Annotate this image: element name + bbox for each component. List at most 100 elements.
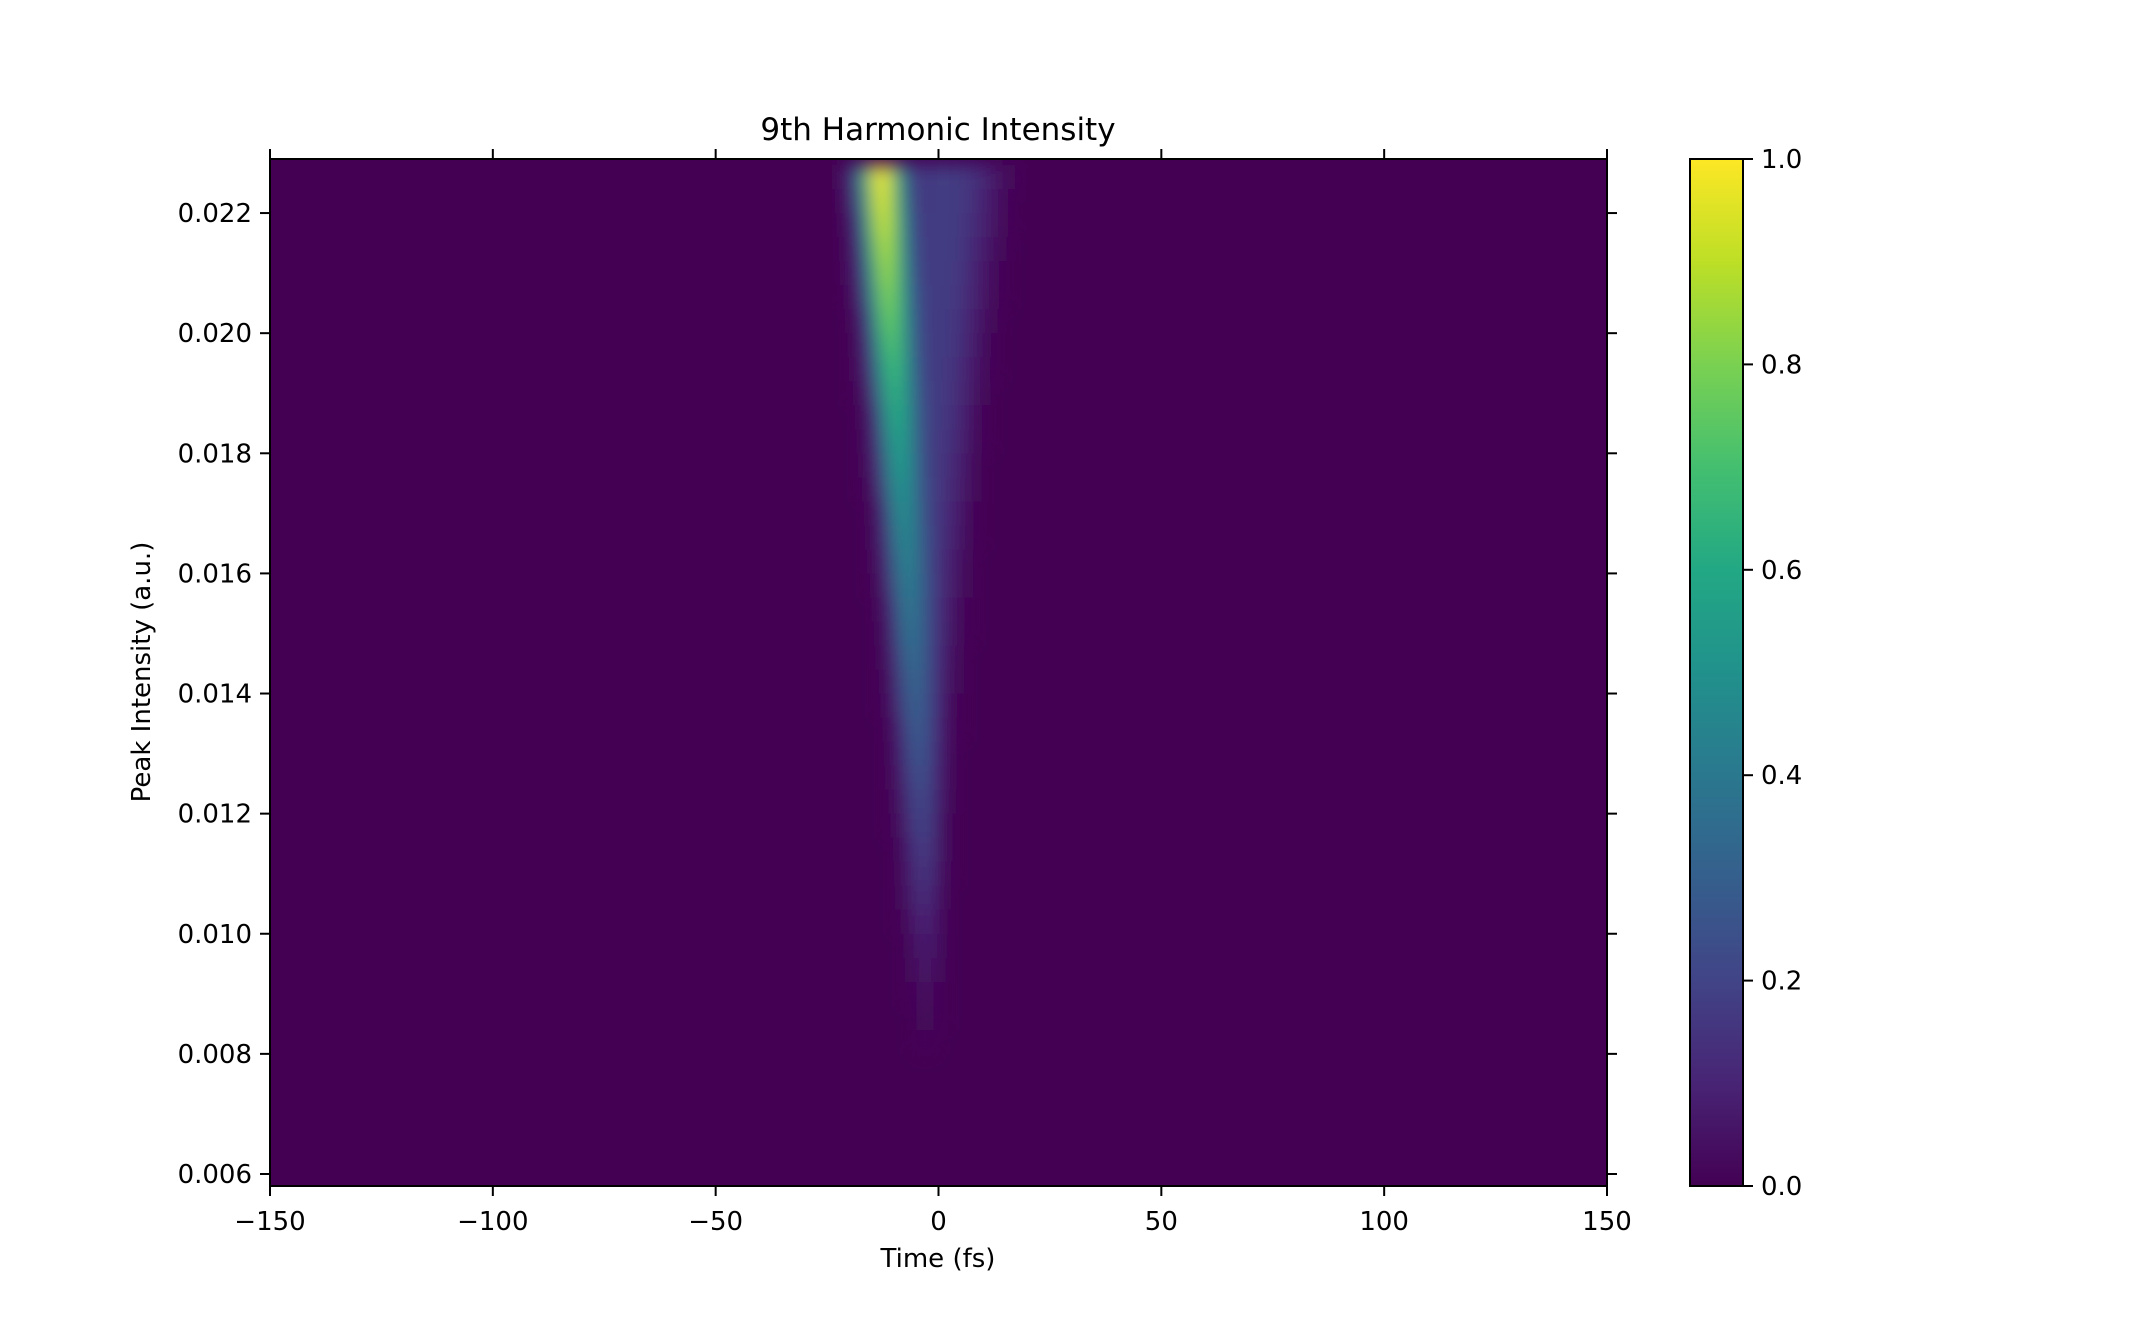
heatmap-cell xyxy=(925,333,935,358)
heatmap-cell xyxy=(934,765,944,791)
heatmap-cell xyxy=(916,789,926,815)
heatmap-cell xyxy=(942,477,953,502)
heatmap-cell xyxy=(844,165,855,190)
heatmap-cell xyxy=(916,933,926,959)
heatmap-cell xyxy=(942,765,953,791)
heatmap-cell xyxy=(880,309,891,334)
heatmap-cell xyxy=(916,429,926,454)
heatmap-cell xyxy=(925,165,935,190)
heatmap-cell xyxy=(951,429,962,454)
heatmap-cell xyxy=(934,261,944,286)
heatmap-cell xyxy=(925,837,935,863)
heatmap-cell xyxy=(916,621,926,647)
heatmap-cell xyxy=(907,213,917,238)
heatmap-cell xyxy=(907,693,917,719)
heatmap-cell xyxy=(862,357,873,382)
y-axis: 0.006 0.008 0.010 0.012 0.014 0.016 0.018 0.020… xyxy=(178,199,1617,1190)
heatmap-cell xyxy=(969,525,980,550)
heatmap-cell xyxy=(942,213,953,238)
y-tick-label: 0.008 xyxy=(178,1040,252,1070)
heatmap-cell xyxy=(951,189,962,214)
heatmap-cell xyxy=(889,237,899,262)
heatmap-cell xyxy=(960,333,971,358)
heatmap-cell xyxy=(934,861,944,887)
heatmap-cell xyxy=(889,429,899,454)
heatmap-cell xyxy=(969,189,980,214)
heatmap-cell xyxy=(862,165,873,190)
heatmap-cell xyxy=(836,189,846,214)
heatmap-cell xyxy=(898,477,908,502)
heatmap-cell xyxy=(889,213,899,238)
heatmap-cell xyxy=(934,429,944,454)
heatmap-cell xyxy=(907,357,917,382)
heatmap-cell xyxy=(951,213,962,238)
heatmap-cell xyxy=(925,429,935,454)
heatmap-cell xyxy=(960,525,971,550)
heatmap-cell xyxy=(942,429,953,454)
x-tick-label: −50 xyxy=(688,1207,743,1237)
heatmap-cell xyxy=(925,213,935,238)
heatmap-cell xyxy=(898,261,908,286)
heatmap-cell xyxy=(951,285,962,310)
colorbar-ticks: 0.0 0.2 0.4 0.6 0.8 1.0 xyxy=(1743,145,1802,1202)
heatmap-cell xyxy=(880,285,891,310)
heatmap-cell xyxy=(898,213,908,238)
heatmap-cell xyxy=(889,357,899,382)
heatmap-cell xyxy=(907,789,917,815)
heatmap-cell xyxy=(889,645,899,671)
heatmap-cell xyxy=(898,501,908,526)
y-axis-label: Peak Intensity (a.u.) xyxy=(127,542,157,803)
heatmap-cell xyxy=(925,669,935,695)
heatmap-cell xyxy=(916,357,926,382)
heatmap-cell xyxy=(880,357,891,382)
heatmap-cell xyxy=(916,405,926,430)
heatmap-cell xyxy=(960,621,971,647)
heatmap-cell xyxy=(969,357,980,382)
heatmap-cell xyxy=(871,549,882,574)
heatmap-cell xyxy=(934,597,944,623)
heatmap-cell xyxy=(898,405,908,430)
heatmap-cell xyxy=(925,957,935,983)
heatmap-cell xyxy=(907,477,917,502)
heatmap-cell xyxy=(934,621,944,647)
heatmap-cell xyxy=(889,813,899,839)
heatmap-cell xyxy=(934,957,944,983)
heatmap-cell xyxy=(889,525,899,550)
heatmap-cell xyxy=(934,165,944,190)
heatmap-cells xyxy=(836,165,1024,1055)
heatmap-cell xyxy=(969,237,980,262)
heatmap-cell xyxy=(934,381,944,406)
heatmap-cell xyxy=(1005,189,1015,214)
heatmap-cell xyxy=(934,213,944,238)
heatmap-cell xyxy=(907,909,917,935)
heatmap-cell xyxy=(853,333,864,358)
heatmap-cell xyxy=(978,285,989,310)
heatmap-cell xyxy=(925,765,935,791)
heatmap-cell xyxy=(951,621,962,647)
heatmap-cell xyxy=(898,765,908,791)
heatmap-cell xyxy=(951,165,962,190)
heatmap-cell xyxy=(916,765,926,791)
heatmap-cell xyxy=(996,285,1006,310)
heatmap-cell xyxy=(934,669,944,695)
heatmap-cell xyxy=(969,333,980,358)
heatmap-cell xyxy=(951,237,962,262)
heatmap-cell xyxy=(916,477,926,502)
heatmap-cell xyxy=(1005,213,1015,238)
heatmap-cell xyxy=(960,381,971,406)
heatmap-cell xyxy=(880,669,891,695)
heatmap-cell xyxy=(978,213,989,238)
heatmap-cell xyxy=(907,957,917,983)
heatmap-cell xyxy=(916,909,926,935)
heatmap-cell xyxy=(889,333,899,358)
heatmap-cell xyxy=(960,501,971,526)
heatmap-cell xyxy=(960,237,971,262)
heatmap-cell xyxy=(898,645,908,671)
heatmap-cell xyxy=(871,165,882,190)
heatmap-cell xyxy=(925,645,935,671)
y-tick-label: 0.014 xyxy=(178,680,252,710)
heatmap-cell xyxy=(916,309,926,334)
heatmap-cell xyxy=(951,669,962,695)
heatmap-cell xyxy=(951,501,962,526)
heatmap-cell xyxy=(969,453,980,478)
